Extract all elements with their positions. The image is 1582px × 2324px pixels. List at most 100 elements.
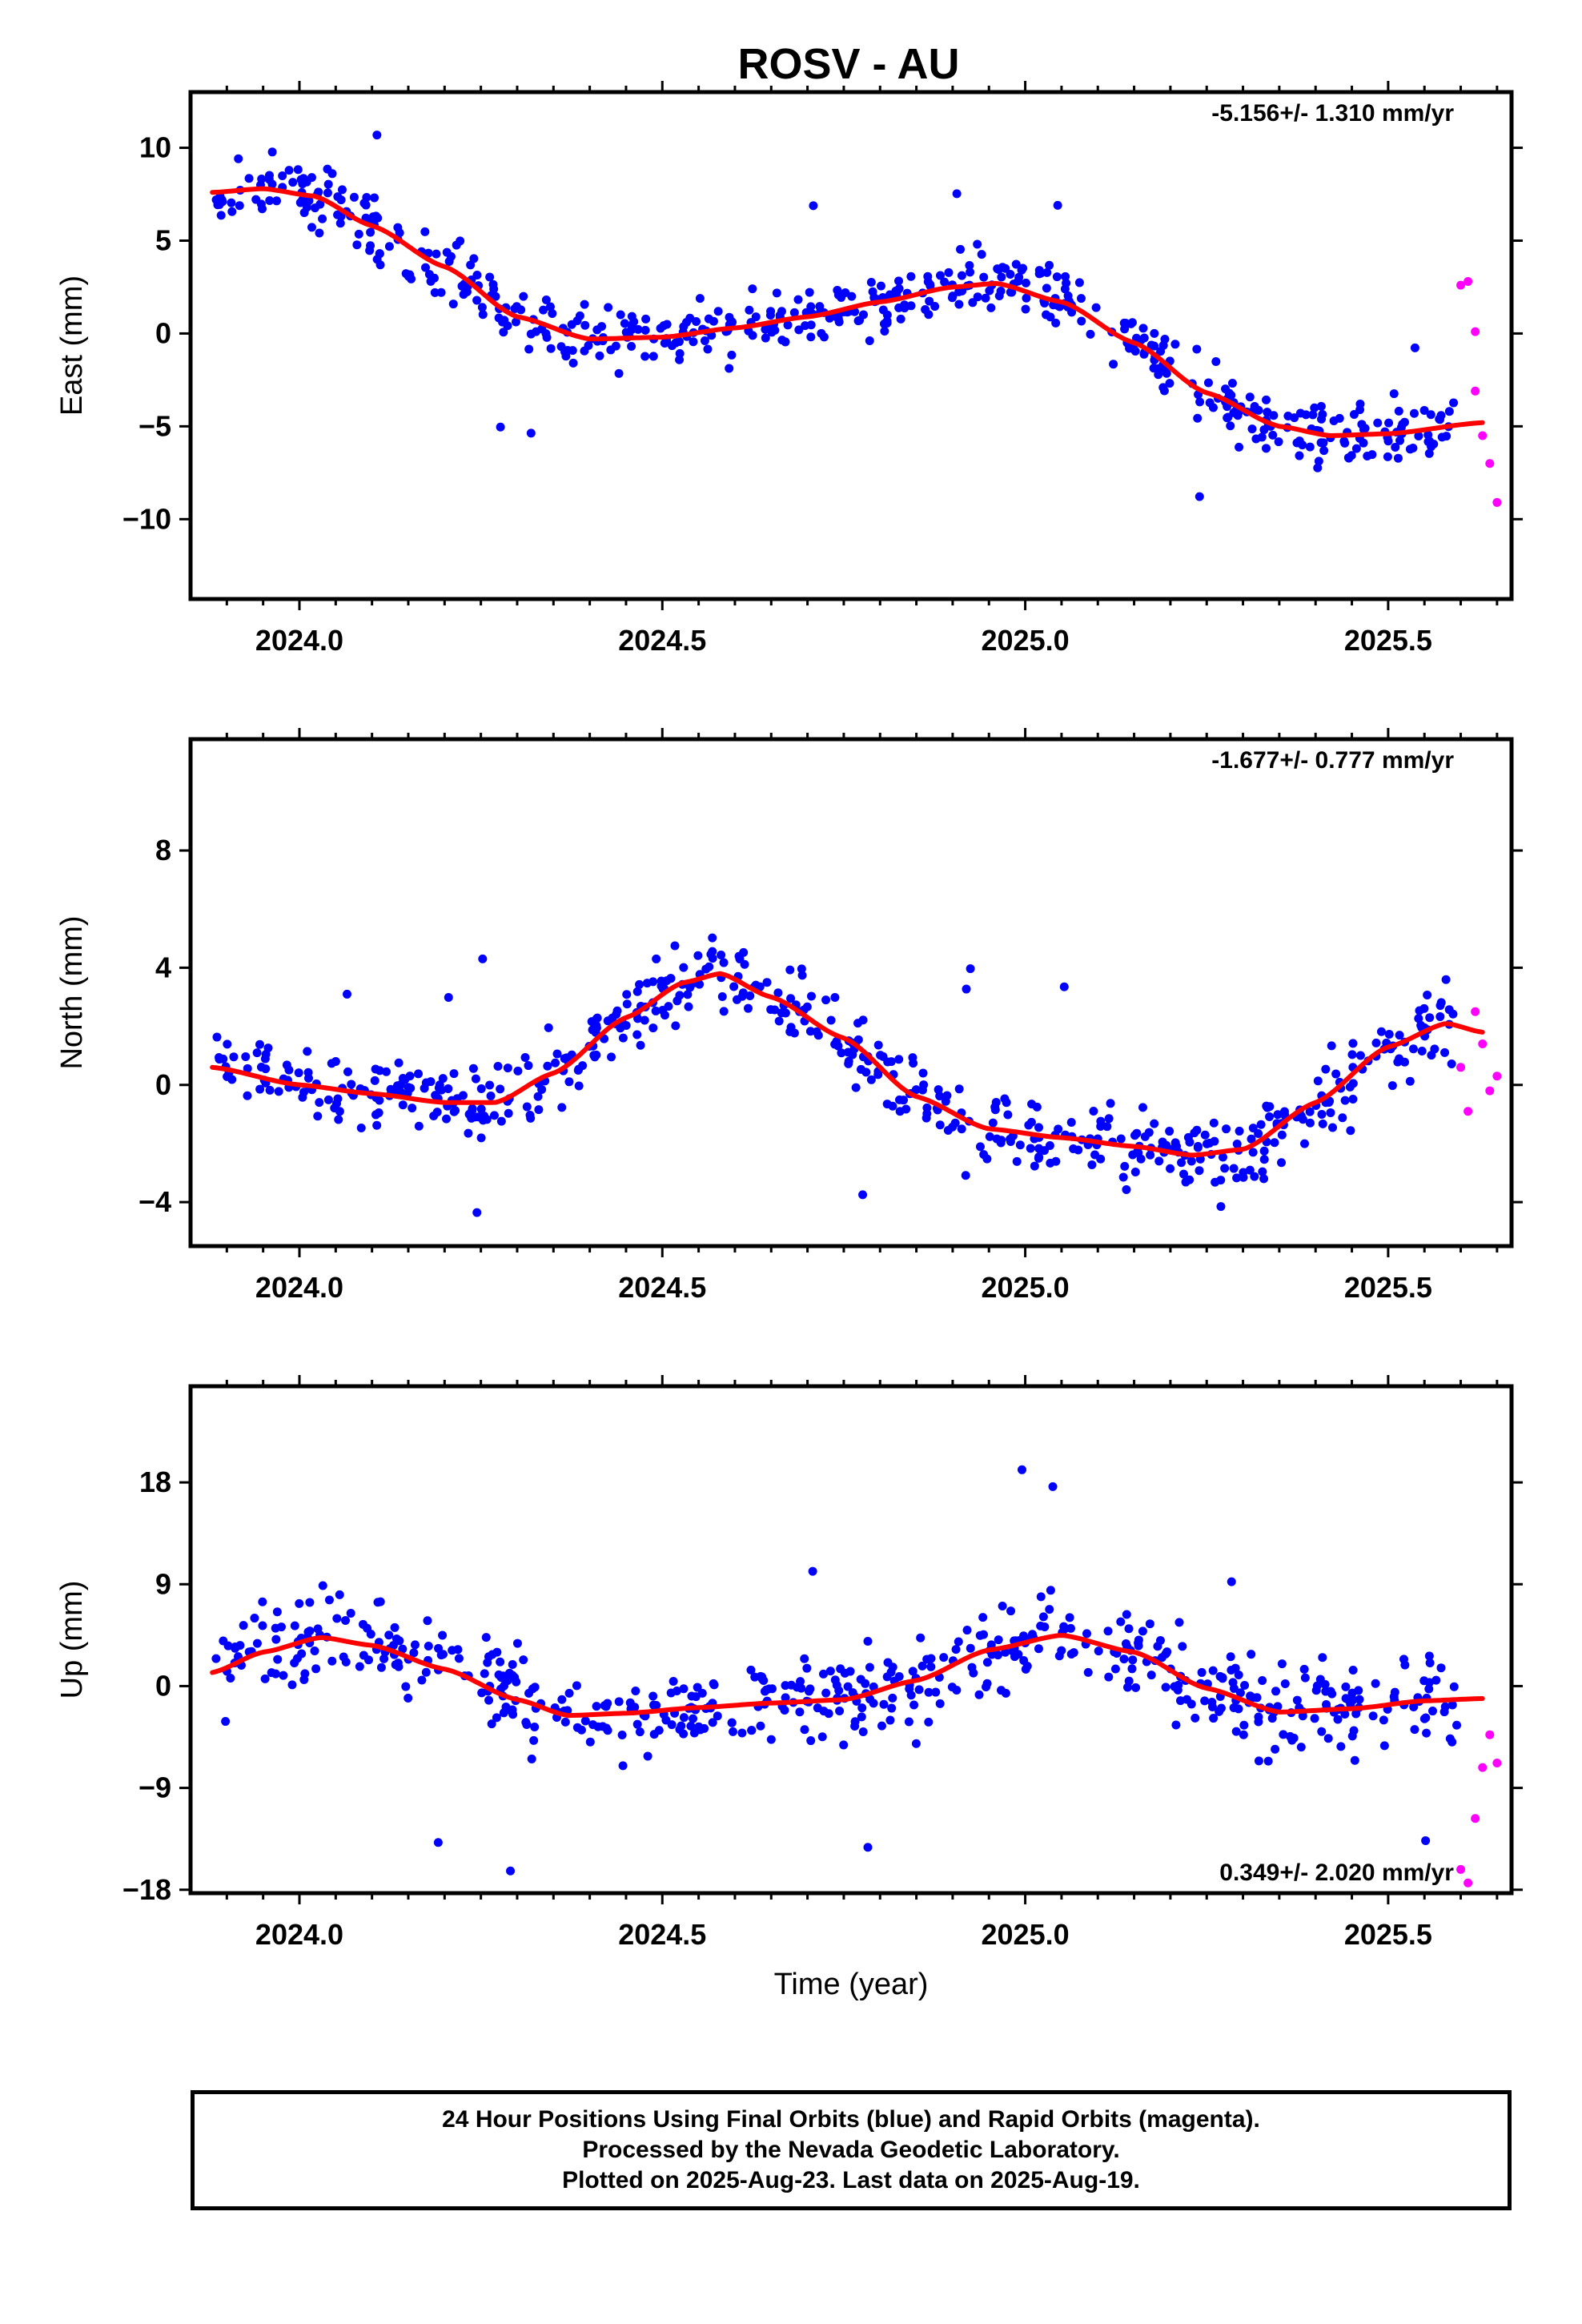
east-final-point [1067,308,1077,317]
east-final-point [1367,450,1377,460]
north-final-point [524,1061,533,1071]
east-y-tick-label: −10 [122,502,171,535]
east-final-point [986,303,996,312]
up-final-point [824,1709,833,1719]
east-final-point [675,355,685,364]
east-final-point [894,303,904,312]
up-final-point [1452,1720,1462,1730]
north-final-point [1384,1030,1394,1039]
up-final-point [729,1727,738,1736]
up-final-point [1171,1720,1181,1730]
east-final-point [1261,444,1271,453]
up-final-point [1279,1730,1288,1739]
north-rate-label: -1.677+/- 0.777 mm/yr [1211,747,1454,774]
east-final-point [1269,411,1279,420]
up-final-point [1341,1682,1351,1691]
up-final-point [1277,1659,1287,1669]
north-final-point [212,1032,222,1042]
north-final-point [806,991,816,1001]
north-final-point [1331,1069,1341,1079]
up-final-point [909,1700,919,1710]
north-final-point [386,1084,396,1094]
east-final-point [1295,451,1304,460]
up-final-point [689,1714,698,1723]
north-final-point [1106,1099,1115,1108]
north-final-point [882,1100,892,1109]
east-final-point [748,284,757,294]
east-final-point [936,271,946,280]
east-final-point [472,296,482,305]
up-final-point [310,1647,319,1656]
east-final-point [352,240,362,250]
north-final-point [1430,1044,1439,1054]
east-final-point [1074,278,1084,287]
up-final-point [661,1715,671,1725]
up-final-point [424,1641,433,1651]
east-final-point [1384,418,1394,428]
east-final-point [278,171,287,180]
east-final-point [896,314,905,324]
north-final-point [988,1118,998,1128]
north-final-point [343,1067,353,1076]
east-final-point [659,321,669,331]
north-final-point [1327,1041,1336,1051]
north-final-point [525,1111,535,1120]
up-final-point [433,1838,443,1848]
up-final-point [1209,1714,1219,1723]
north-final-point [1066,1117,1076,1127]
north-y-tick-label: −4 [139,1185,171,1218]
east-final-point [444,256,454,266]
up-final-point [1083,1667,1093,1677]
up-final-point [686,1721,696,1731]
up-final-point [625,1698,635,1707]
north-final-point [544,1023,553,1032]
up-final-point [258,1621,267,1630]
north-final-point [1102,1122,1112,1132]
up-final-point [592,1702,601,1711]
east-final-point [1160,334,1170,344]
east-final-point [315,199,325,209]
north-final-point [755,982,765,991]
north-final-point [1273,1110,1283,1120]
up-final-point [1019,1655,1029,1665]
east-final-point [805,287,814,297]
up-final-point [1066,1649,1076,1659]
north-final-point [603,1016,612,1026]
east-final-point [954,300,964,309]
north-x-tick-label: 2024.5 [618,1271,706,1304]
up-final-point [1239,1730,1248,1739]
up-final-point [863,1843,873,1852]
north-final-point [1415,1006,1424,1015]
up-final-point [1048,1482,1058,1491]
north-final-point [1277,1130,1287,1140]
north-final-point [436,1085,446,1095]
up-final-point [966,1643,975,1653]
east-final-point [1359,424,1368,434]
north-final-point [472,1208,482,1217]
up-final-point [1424,1651,1434,1661]
north-final-point [1355,1051,1365,1060]
east-final-point [948,292,958,301]
east-final-point [335,219,345,228]
north-final-point [1408,1044,1418,1054]
north-final-point [717,951,726,960]
up-final-point [519,1655,528,1665]
east-final-point [685,313,695,323]
east-final-point [1308,410,1318,420]
north-final-point [966,964,975,974]
east-final-point [1150,341,1159,351]
north-plot-frame [188,737,1514,1248]
east-final-point [1119,318,1129,328]
east-final-point [880,327,889,336]
north-final-point [1015,1140,1025,1150]
up-final-point [786,1680,796,1690]
up-final-point [834,1686,844,1695]
north-final-point [1210,1136,1219,1146]
east-final-point [424,248,433,258]
up-final-point [327,1656,337,1666]
up-final-point [1173,1685,1182,1695]
up-final-point [477,1688,487,1698]
east-final-point [1139,333,1149,343]
north-final-point [866,1075,876,1084]
up-final-point [1174,1618,1184,1627]
